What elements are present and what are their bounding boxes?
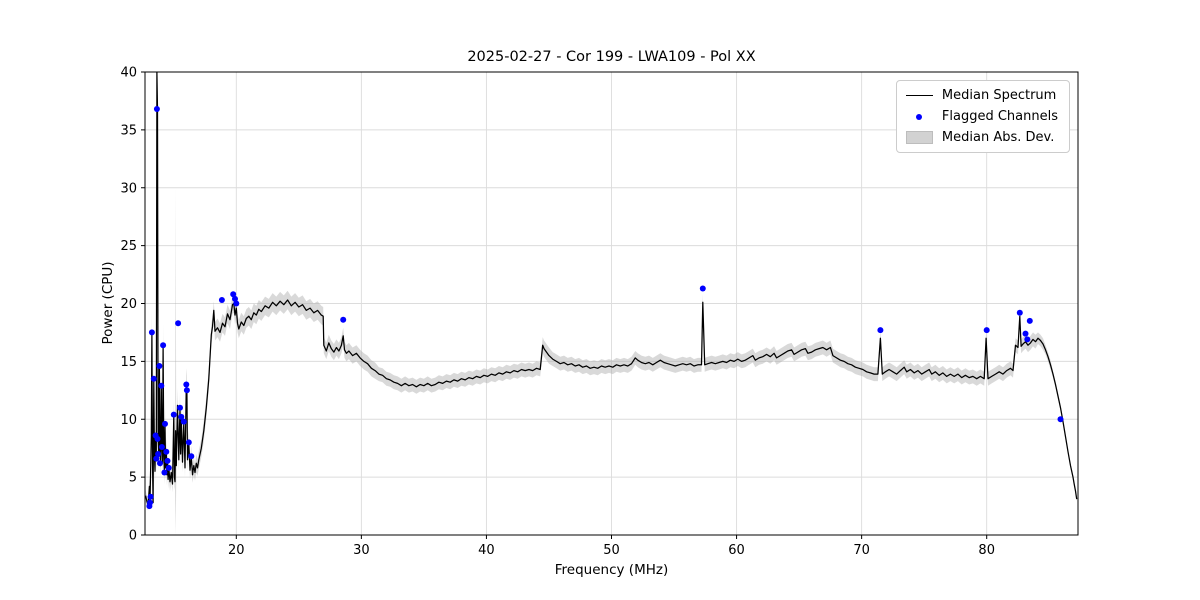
chart-title: 2025-02-27 - Cor 199 - LWA109 - Pol XX [467,49,756,65]
svg-text:60: 60 [728,543,745,558]
legend-entry-median-abs-dev: Median Abs. Dev. [905,130,1058,145]
y-axis-label: Power (CPU) [100,261,116,345]
svg-text:35: 35 [120,123,137,138]
dot-swatch-icon [906,113,933,120]
svg-text:15: 15 [120,355,137,370]
svg-text:40: 40 [120,66,137,81]
svg-text:5: 5 [129,471,137,486]
svg-text:10: 10 [120,413,137,428]
svg-text:20: 20 [120,297,137,312]
svg-text:50: 50 [603,543,620,558]
patch-swatch-icon [905,131,933,144]
svg-text:25: 25 [120,239,137,254]
svg-text:80: 80 [978,543,995,558]
svg-text:70: 70 [853,543,870,558]
legend: Median Spectrum Flagged Channels Median … [895,80,1070,153]
legend-entry-flagged-channels: Flagged Channels [906,109,1058,124]
svg-text:30: 30 [120,181,137,196]
line-swatch-icon [905,95,933,96]
svg-text:40: 40 [478,543,495,558]
legend-label: Median Spectrum [941,88,1057,103]
x-axis-label: Frequency (MHz) [554,562,669,578]
svg-text:0: 0 [129,529,137,544]
legend-label: Median Abs. Dev. [941,130,1055,145]
legend-label: Flagged Channels [941,109,1058,124]
svg-text:30: 30 [353,543,370,558]
legend-entry-median-spectrum: Median Spectrum [905,88,1058,103]
svg-text:20: 20 [228,543,245,558]
